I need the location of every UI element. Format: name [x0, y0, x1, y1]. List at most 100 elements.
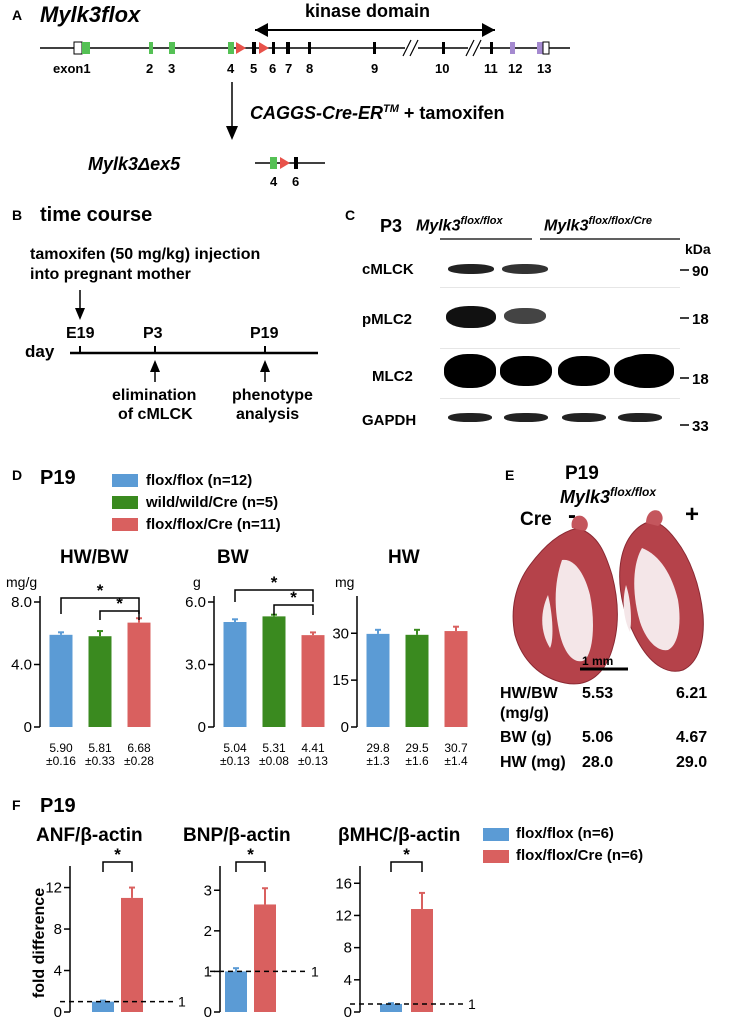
y-unit-hwbw: mg/g [6, 574, 38, 590]
significance-bracket [273, 604, 314, 615]
bar-flox-flox [223, 622, 247, 727]
bar-flox-flox-cre [444, 631, 468, 727]
legend-label: wild/wild/Cre (n=5) [146, 494, 279, 511]
band-cmlck-1 [448, 264, 494, 274]
blot-group1-label: Mylk3flox/flox [416, 215, 503, 235]
blot-row-label: GAPDH [362, 412, 417, 429]
bar-wild-wild-cre [88, 636, 112, 727]
band-cmlck-2 [502, 264, 548, 274]
legend-label: flox/flox/Cre (n=11) [146, 516, 281, 533]
injection-line1: tamoxifen (50 mg/kg) injection [30, 246, 261, 263]
event2-line1: phenotype [232, 387, 313, 404]
significance-bracket [390, 861, 423, 872]
blot-stage: P3 [380, 216, 403, 236]
exon-number: 7 [285, 61, 293, 76]
gene-map [40, 23, 570, 169]
exon-number: 6 [269, 61, 277, 76]
bar-flox-flox [366, 633, 390, 727]
table-value-minus: 5.53 [582, 685, 614, 702]
timepoint-p19: P19 [250, 325, 279, 342]
exon-number: 5 [250, 61, 258, 76]
stat-value: 5.04 ±0.13 [220, 741, 250, 768]
heart-section-plus [619, 510, 704, 672]
blot-ticks [680, 269, 689, 426]
bar-flox-flox-cre [121, 897, 143, 1012]
y-unit-hw: mg [335, 574, 355, 590]
reference-line-label: 1 [468, 996, 476, 1012]
bar-flox-flox [49, 634, 73, 727]
event1-line1: elimination [112, 387, 197, 404]
table-value-plus: 4.67 [676, 729, 708, 746]
exon-number: 4 [227, 61, 235, 76]
event2-line2: analysis [236, 406, 300, 423]
mylk3-dex5-title: Mylk3Δex5 [88, 154, 181, 174]
bar-flox-flox [225, 971, 247, 1012]
blot-kda-value: 90 [692, 263, 709, 280]
bar-wild-wild-cre [262, 616, 286, 727]
panel-e-stage: P19 [565, 463, 599, 484]
blot-group-lines [440, 238, 680, 240]
reference-line-label: 1 [178, 994, 186, 1010]
exon-number: 9 [371, 61, 379, 76]
legend-swatch-flox-flox-cre [112, 518, 138, 531]
exon-number: 4 [270, 174, 278, 189]
stat-value: 6.68 ±0.28 [124, 741, 154, 768]
blot-kda-value: 33 [692, 418, 709, 435]
y-axis-label-fold: fold difference [31, 887, 48, 999]
y-tick-label: 8.0 [11, 594, 32, 611]
panel-label-d: D [12, 467, 23, 483]
table-metric: HW (mg) [500, 754, 566, 771]
stat-value: 29.5 ±1.6 [405, 741, 429, 768]
significance-star: * [271, 573, 278, 592]
table-metric: HW/BW [500, 685, 558, 702]
reference-line-label: 1 [311, 963, 319, 979]
stat-value: 30.7 ±1.4 [444, 741, 468, 768]
bar-flox-flox-cre [411, 909, 433, 1012]
y-unit-bw: g [193, 574, 201, 590]
blot-membrane [440, 250, 680, 432]
significance-star: * [247, 845, 254, 864]
kda-unit: kDa [685, 241, 711, 257]
significance-star: * [97, 581, 104, 600]
band-mlc2-3 [558, 356, 610, 386]
bar-flox-flox [92, 1001, 114, 1012]
table-metric: BW (g) [500, 729, 552, 746]
stat-value: 5.31 ±0.08 [259, 741, 289, 768]
stat-value: 4.41 ±0.13 [298, 741, 328, 768]
bar-flox-flox-cre [127, 622, 151, 727]
exon1-label: exon1 [53, 61, 91, 76]
day-axis-label: day [25, 342, 55, 361]
bar-flox-flox-cre [254, 904, 276, 1012]
bar-wild-wild-cre [405, 634, 429, 727]
blot-row-label: cMLCK [362, 261, 414, 278]
significance-star: * [403, 845, 410, 864]
y-tick-label: 12 [45, 880, 62, 897]
band-pmlc2-2 [504, 308, 546, 324]
blot-group2-label: Mylk3flox/flox/Cre [544, 215, 653, 235]
panel-e-genotype: Mylk3flox/flox [560, 485, 657, 507]
band-mlc2-5 [620, 354, 674, 388]
table-value-plus: 29.0 [676, 754, 708, 771]
panel-label-c: C [345, 207, 356, 223]
table-value-minus: 28.0 [582, 754, 614, 771]
cre-line-text: CAGGS-Cre-ERTM + tamoxifen [250, 103, 505, 123]
legend-swatch-flox-flox-f [483, 828, 509, 841]
significance-bracket [99, 610, 140, 620]
exon-number: 3 [168, 61, 176, 76]
bar-flox-flox [380, 1003, 402, 1012]
bar-flox-flox-cre [301, 635, 325, 727]
exon-number: 11 [484, 61, 498, 76]
blot-row-label: MLC2 [372, 368, 413, 385]
band-gapdh-3 [562, 413, 606, 422]
table-metric: (mg/g) [500, 705, 549, 722]
y-tick-label: 0 [204, 1004, 212, 1021]
stat-value: 5.81 ±0.33 [85, 741, 115, 768]
timepoint-e19: E19 [66, 325, 95, 342]
injection-line2: into pregnant mother [30, 266, 191, 283]
timepoint-p3: P3 [143, 325, 163, 342]
y-tick-label: 1 [204, 963, 212, 980]
band-gapdh-2 [504, 413, 548, 422]
blot-kda-value: 18 [692, 311, 709, 328]
time-course-title: time course [40, 204, 153, 226]
